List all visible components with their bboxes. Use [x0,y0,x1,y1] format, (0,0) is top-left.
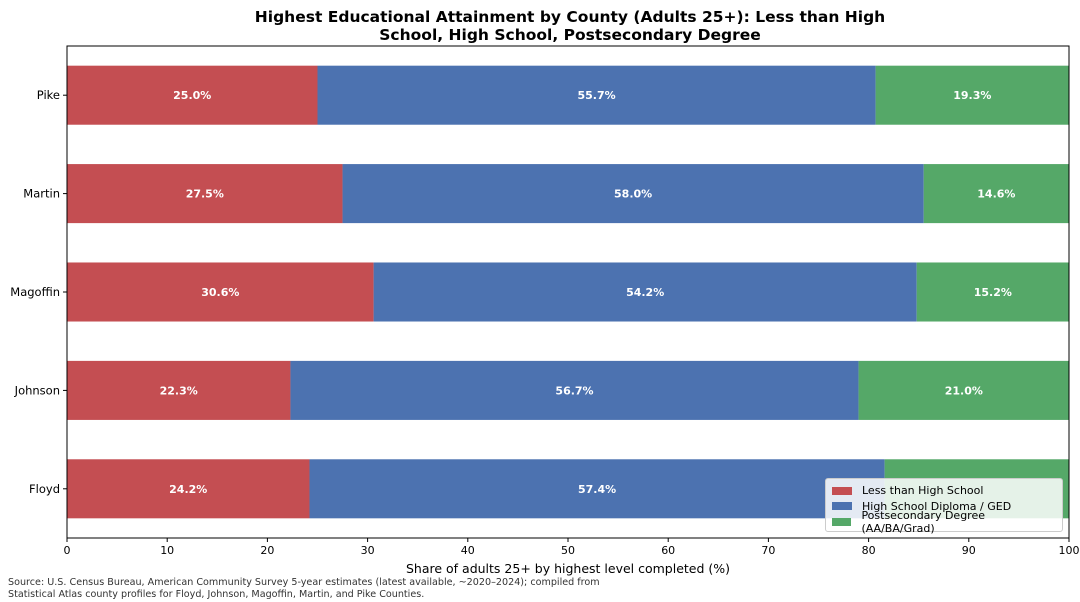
bar-value-label: 25.0% [173,89,211,102]
bars-group: 25.0% 55.7% 19.3% 27.5% 58.0% 14.6% 30.6% 54.2%… [67,65,1069,519]
x-tick-label: 10 [160,544,174,557]
chart-title-line-1: Highest Educational Attainment by County… [254,8,886,26]
x-tick-label: 0 [64,544,71,557]
bar-value-label: 54.2% [626,286,664,299]
x-tick-label: 40 [461,544,475,557]
x-tick-label: 70 [761,544,775,557]
bar-segment [342,164,924,224]
source-line-1: Source: U.S. Census Bureau, American Com… [8,577,600,588]
legend-item-less-than-high-school: Less than High School [832,483,1056,499]
x-tick-label: 50 [561,544,575,557]
y-tick-label: Martin [23,187,60,201]
chart-title: Highest Educational Attainment by County… [190,8,950,44]
bar-value-label: 22.3% [160,384,198,397]
x-tick-label: 100 [1059,544,1080,557]
bar-value-label: 24.2% [169,483,207,496]
bar-segment [67,164,343,224]
x-axis-label: Share of adults 25+ by highest level com… [406,561,730,576]
y-tick-label: Floyd [29,482,60,496]
bar-segment [67,360,291,420]
bar-value-label: 57.4% [578,483,616,496]
x-axis-ticks: 0 10 20 30 40 50 60 70 80 90 100 [64,538,1080,557]
bar-segment [67,459,310,519]
bar-segment [309,459,885,519]
bar-value-label: 21.0% [945,384,983,397]
y-axis-ticks: Pike Martin Magoffin Johnson Floyd [10,88,67,496]
bar-value-label: 30.6% [201,286,239,299]
bar-segment [875,65,1069,125]
bar-value-label: 19.3% [953,89,991,102]
x-tick-label: 30 [361,544,375,557]
x-tick-label: 20 [260,544,274,557]
chart-title-line-2: School, High School, Postsecondary Degre… [379,26,761,44]
legend-label: Less than High School [862,484,984,498]
y-tick-label: Johnson [14,383,60,397]
bar-segment [858,360,1069,420]
bar-value-label: 27.5% [186,188,224,201]
bar-segment [290,360,859,420]
bar-segment [67,65,318,125]
bar-segment [373,262,917,322]
bar-segment [916,262,1069,322]
bar-value-label: 15.2% [974,286,1012,299]
y-tick-label: Magoffin [10,285,60,299]
bar-segment [923,164,1069,224]
legend-label: Postsecondary Degree (AA/BA/Grad) [861,508,985,535]
source-note: Source: U.S. Census Bureau, American Com… [8,577,708,601]
legend: Less than High School High School Diplom… [825,478,1063,535]
bar-value-label: 55.7% [577,89,615,102]
bar-value-label: 14.6% [977,188,1015,201]
legend-label: High School Diploma / GED [862,499,1012,513]
legend-item-high-school: High School Diploma / GED [832,499,1056,515]
x-tick-label: 60 [661,544,675,557]
bar-value-label: 56.7% [555,384,593,397]
source-line-2: Statistical Atlas county profiles for Fl… [8,589,425,600]
bar-value-label: 58.0% [614,188,652,201]
legend-item-postsecondary: Postsecondary Degree (AA/BA/Grad) [832,509,1056,535]
bar-segment [67,262,374,322]
legend-swatch [832,486,852,495]
legend-swatch [832,517,852,526]
x-tick-label: 80 [862,544,876,557]
legend-swatch [832,502,852,511]
y-tick-label: Pike [37,88,60,102]
bar-segment [317,65,876,125]
x-tick-label: 90 [962,544,976,557]
